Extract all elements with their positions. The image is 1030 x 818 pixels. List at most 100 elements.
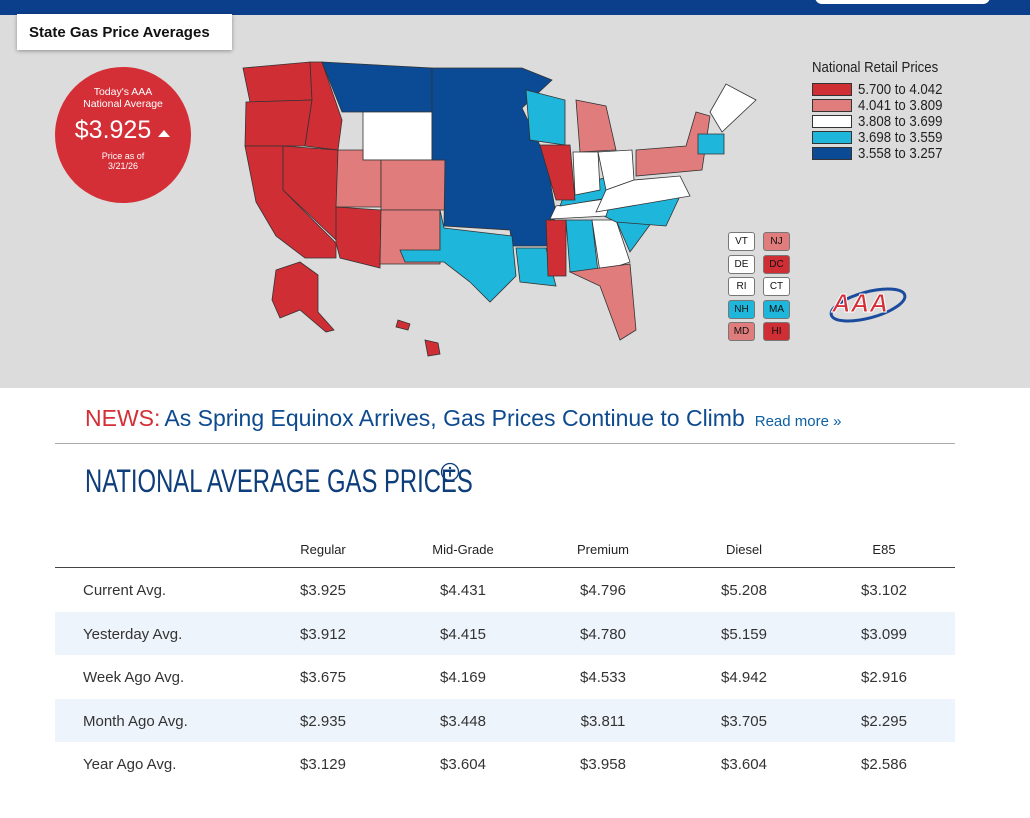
tab[interactable]: State Gas Price Averages: [17, 14, 232, 50]
news-headline[interactable]: As Spring Equinox Arrives, Gas Prices Co…: [164, 405, 745, 431]
info-icon[interactable]: [440, 462, 460, 482]
state[interactable]: [380, 159, 446, 211]
state[interactable]: [515, 247, 557, 287]
price-cell: $3.129: [300, 756, 346, 773]
news: NEWS: As Spring Equinox Arrives, Gas Pric…: [85, 405, 841, 432]
small-state[interactable]: HI: [763, 322, 790, 341]
price-cell: $2.935: [300, 712, 346, 730]
badge-asof: Price as of: [101, 151, 145, 161]
badge-date: 3/21/26: [107, 161, 139, 171]
small-state[interactable]: RI: [728, 277, 755, 296]
search-box[interactable]: [815, 0, 990, 4]
price-cell: $4.796: [580, 582, 626, 599]
small-state[interactable]: NJ: [763, 232, 790, 251]
divider: [55, 443, 955, 444]
price-cell: $2.586: [861, 756, 907, 773]
price-cell: $3.448: [440, 712, 486, 730]
state[interactable]: [321, 61, 433, 113]
state[interactable]: [244, 99, 313, 147]
price-cell: $5.159: [721, 625, 767, 643]
legend-swatch: [812, 99, 852, 112]
logo-text: AAA: [831, 288, 888, 318]
state[interactable]: [545, 219, 567, 277]
state[interactable]: [395, 319, 411, 331]
legend-title: National Retail Prices: [812, 59, 939, 76]
state[interactable]: [362, 111, 433, 161]
state[interactable]: [591, 219, 631, 273]
state[interactable]: [575, 99, 617, 153]
table-row: Yesterday Avg. $3.912 $4.415 $4.780 $5.159 $3…: [55, 611, 955, 655]
state[interactable]: [525, 89, 566, 146]
price-cell: $3.099: [861, 625, 907, 643]
table-row: Year Ago Avg. $3.129 $3.604 $3.958 $3.604 $2.…: [55, 742, 955, 786]
row-label: Yesterday Avg.: [83, 625, 183, 643]
price-cell: $4.533: [580, 669, 626, 686]
price-cell: $3.925: [300, 582, 346, 599]
us-map: AAA: [242, 61, 907, 357]
table-row: Week Ago Avg. $3.675 $4.169 $4.533 $4.942 $2.…: [55, 655, 955, 699]
badge-line: Today's AAA: [93, 86, 153, 98]
small-state[interactable]: CT: [763, 277, 790, 296]
state[interactable]: [709, 83, 757, 133]
badge-line: National Average: [83, 98, 163, 110]
price-cell: $3.811: [580, 712, 626, 730]
states: [242, 61, 757, 357]
row-label: Year Ago Avg.: [83, 756, 177, 773]
price-cell: $3.958: [580, 756, 626, 773]
price-cell: $3.675: [300, 669, 346, 686]
column-header: Regular: [300, 542, 346, 557]
state[interactable]: [572, 151, 601, 196]
up-arrow: [158, 130, 171, 137]
legend-label: 5.700 to 4.042: [858, 81, 943, 98]
news-label: NEWS:: [85, 405, 161, 431]
price-cell: $2.295: [861, 712, 907, 730]
state[interactable]: [568, 263, 637, 341]
small-state[interactable]: DE: [728, 254, 755, 274]
small-state[interactable]: MD: [728, 322, 755, 341]
small-state[interactable]: VT: [728, 232, 755, 251]
state[interactable]: [335, 206, 382, 269]
state[interactable]: [635, 111, 711, 177]
column-header: Diesel: [725, 542, 763, 557]
small-state[interactable]: DC: [763, 254, 790, 274]
price-cell: $4.942: [721, 669, 767, 686]
price-cell: $4.169: [440, 669, 486, 686]
state[interactable]: [399, 209, 517, 303]
legend-swatch: [812, 83, 852, 96]
state[interactable]: [539, 144, 576, 201]
price: $3.925: [74, 116, 152, 144]
header-rule: [55, 567, 955, 568]
legend-swatch: [812, 147, 852, 160]
row-label: Week Ago Avg.: [83, 669, 185, 686]
price-cell: $2.916: [861, 669, 907, 686]
price-cell: $3.102: [861, 582, 907, 599]
small-state[interactable]: NH: [728, 299, 755, 319]
state[interactable]: [424, 339, 441, 357]
read-more[interactable]: Read more »: [754, 413, 842, 430]
row-label: Month Ago Avg.: [83, 712, 188, 730]
state[interactable]: [242, 61, 313, 103]
state[interactable]: [697, 133, 725, 155]
state[interactable]: [595, 175, 691, 213]
national-average-badge: Today's AAA National Average $3.925 Pric…: [55, 67, 191, 203]
table-row: Month Ago Avg. $2.935 $3.448 $3.811 $3.705 $2…: [55, 698, 955, 742]
row-label: Current Avg.: [83, 582, 167, 599]
aaa-logo: AAA: [829, 287, 907, 323]
price-cell: $3.604: [440, 756, 486, 773]
logo-swoosh: [829, 287, 907, 323]
table-row: Current Avg. $3.925 $4.431 $4.796 $5.208 $3.1…: [55, 568, 955, 612]
section-title: NATIONAL AVERAGE GAS PRICES: [85, 463, 473, 499]
state[interactable]: [271, 261, 335, 333]
state[interactable]: [431, 67, 557, 247]
small-state[interactable]: MA: [763, 299, 790, 319]
badge-price: $3.925: [55, 116, 191, 145]
legend-label: 3.698 to 3.559: [858, 129, 943, 146]
price-cell: $5.208: [721, 582, 767, 599]
price-cell: $3.705: [721, 712, 767, 730]
column-header: Premium: [576, 542, 630, 557]
price-cell: $4.415: [440, 625, 486, 643]
price-cell: $4.780: [580, 625, 626, 643]
legend-swatch: [812, 131, 852, 144]
legend-item: 3.808 to 3.699: [812, 114, 954, 129]
